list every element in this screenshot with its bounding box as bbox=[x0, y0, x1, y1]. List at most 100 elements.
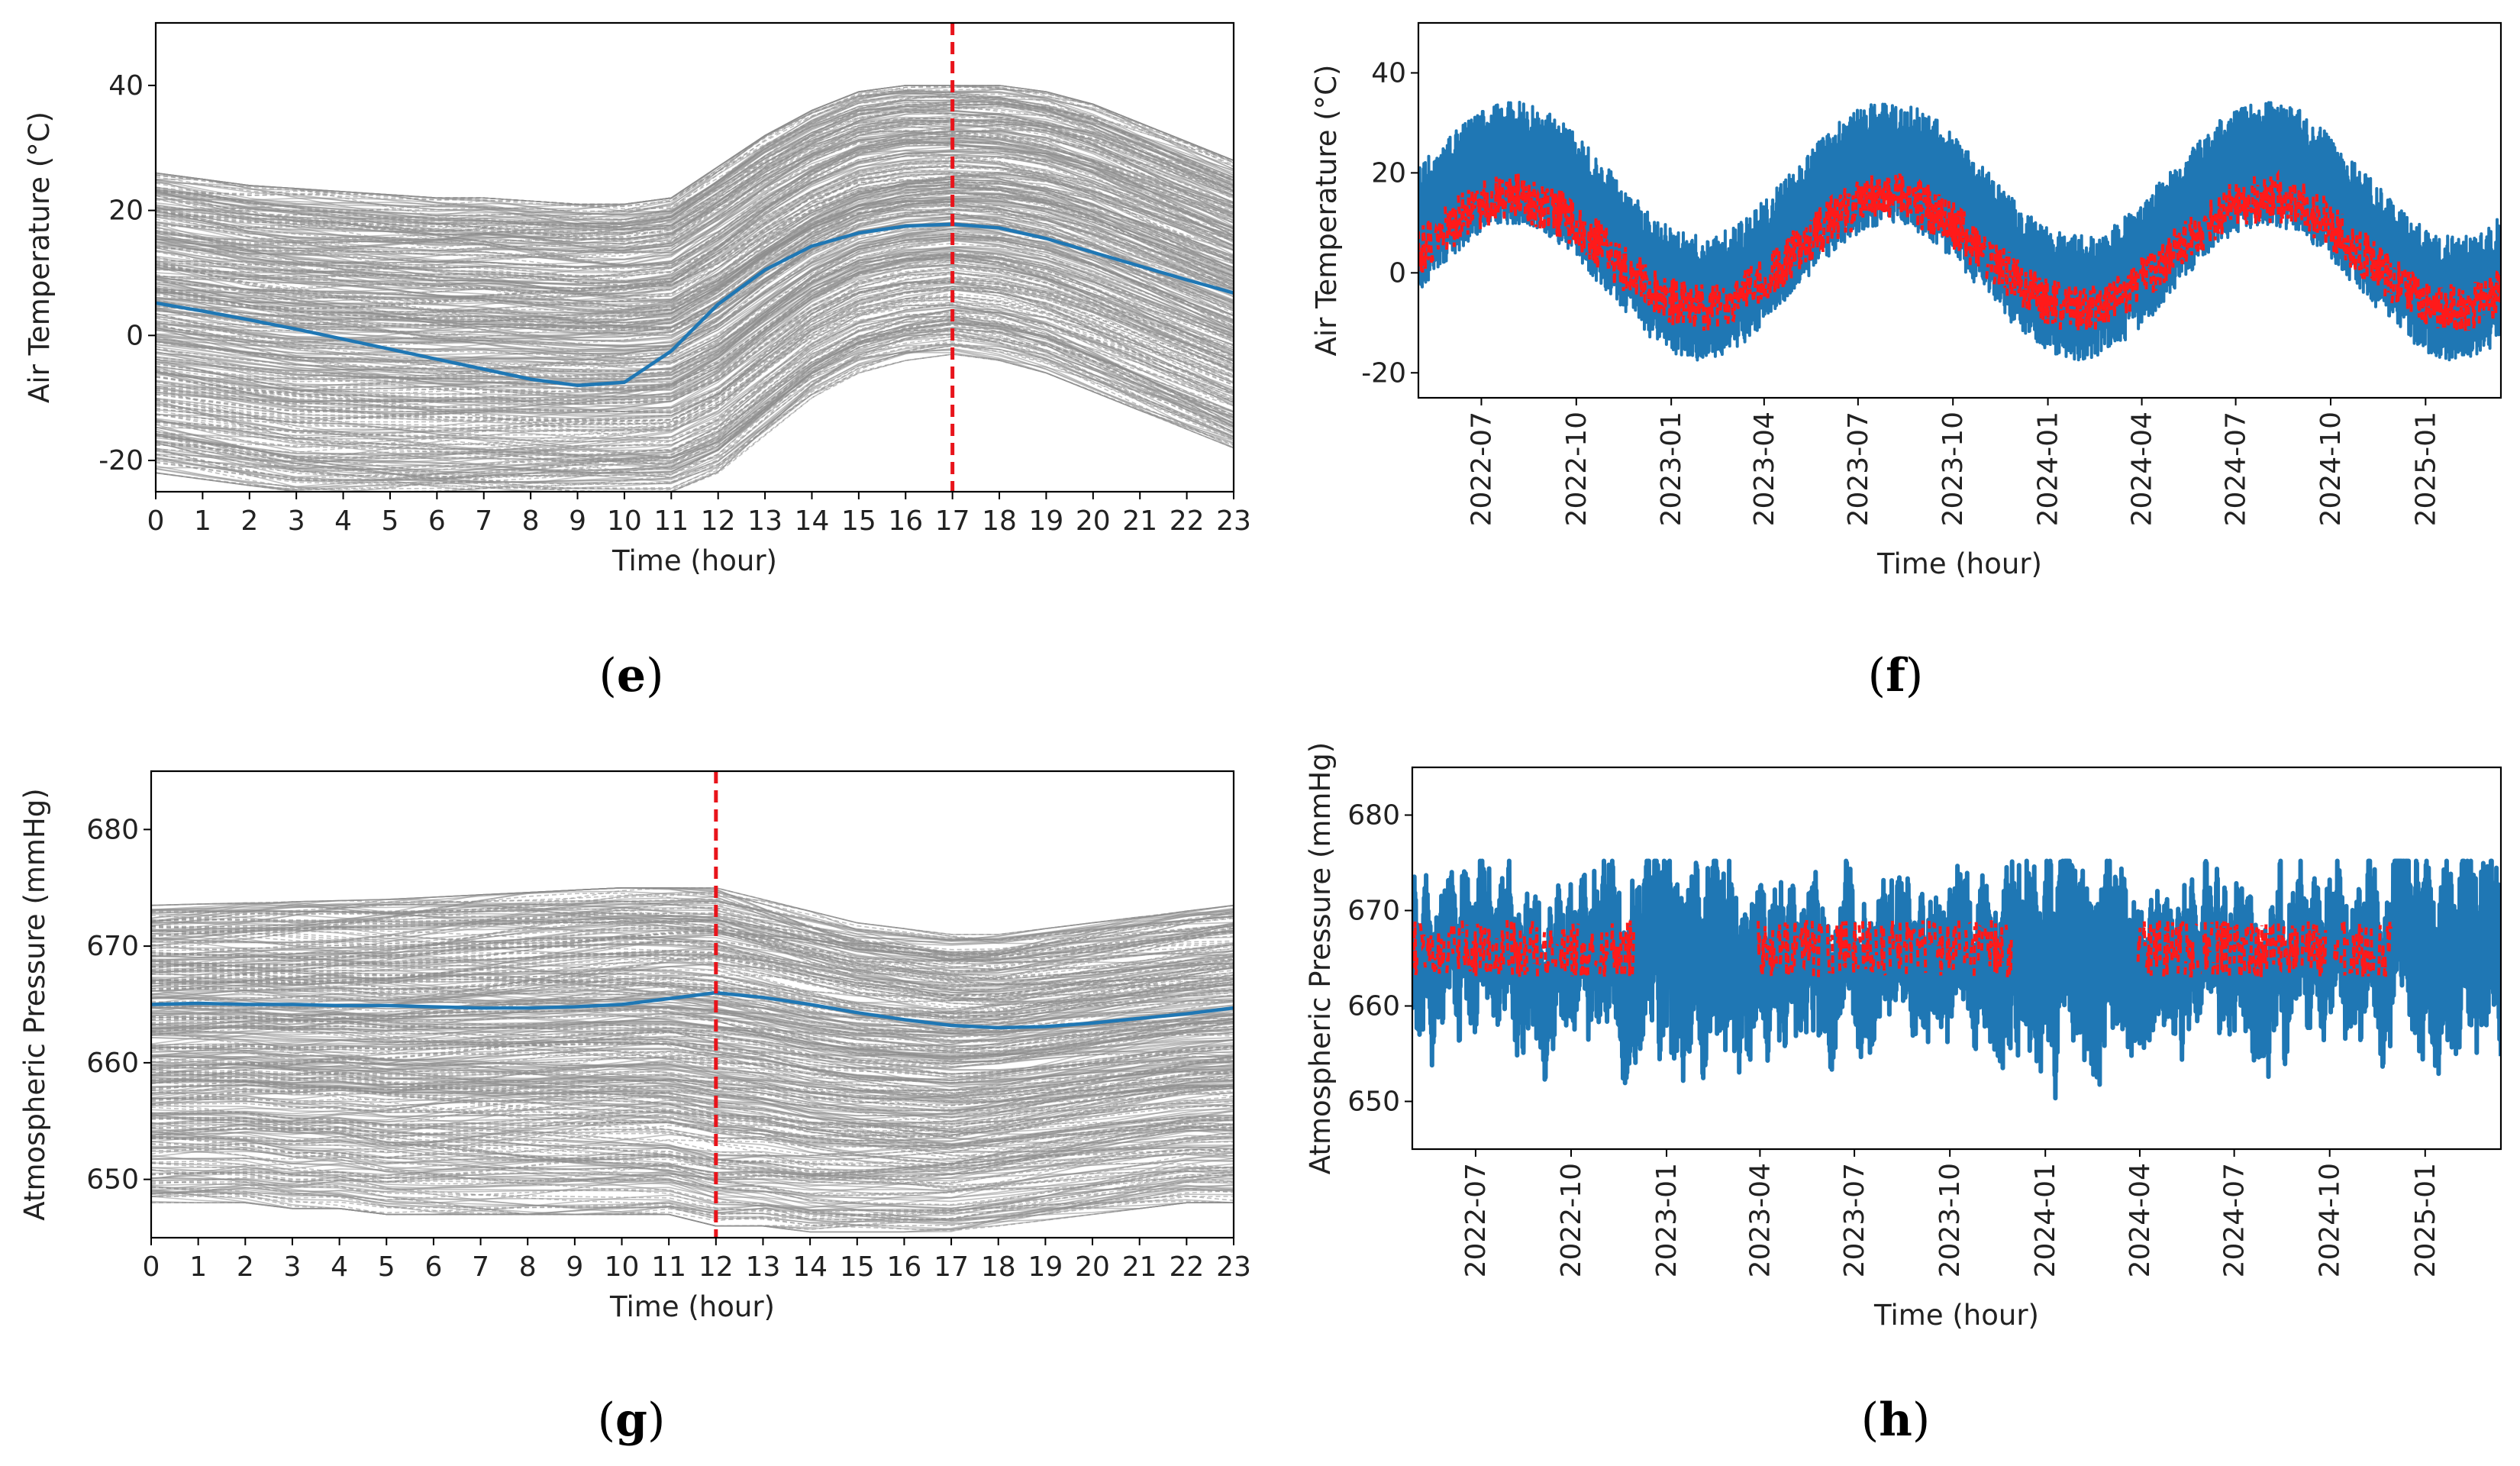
daily-curve bbox=[156, 99, 1234, 249]
daily-curve bbox=[156, 181, 1234, 303]
daily-curve bbox=[151, 1041, 1234, 1075]
x-tick-label-f: 2024-04 bbox=[2127, 412, 2158, 526]
daily-curve bbox=[156, 342, 1234, 482]
daily-curve bbox=[156, 266, 1234, 404]
daily-curve bbox=[156, 161, 1234, 286]
daily-curve bbox=[151, 931, 1234, 964]
daily-curve bbox=[156, 124, 1234, 252]
daily-curve bbox=[151, 1180, 1234, 1216]
daily-curve bbox=[156, 192, 1234, 318]
daily-curve bbox=[156, 208, 1234, 366]
daily-curve bbox=[156, 103, 1234, 237]
daily-curve bbox=[151, 1026, 1234, 1061]
daily-curve bbox=[151, 937, 1234, 1010]
daily-curve bbox=[156, 156, 1234, 254]
panel-label-e: (e) bbox=[599, 649, 663, 702]
daily-curve bbox=[151, 983, 1234, 1049]
daily-curve bbox=[151, 1180, 1234, 1222]
daily-curve bbox=[156, 253, 1234, 396]
daily-curve bbox=[156, 289, 1234, 429]
daily-curve bbox=[156, 338, 1234, 484]
daily-curve bbox=[151, 1016, 1234, 1069]
daily-curve bbox=[151, 1167, 1234, 1192]
x-tick-label-g: 17 bbox=[934, 1251, 969, 1283]
daily-curve bbox=[151, 1108, 1234, 1165]
daily-curve bbox=[156, 344, 1234, 483]
y-tick-label-h: 670 bbox=[1347, 896, 1400, 927]
daily-curve bbox=[156, 89, 1234, 247]
x-tick-label-g: 3 bbox=[284, 1251, 302, 1283]
daily-curve bbox=[151, 1054, 1234, 1120]
panel-h-pressure-timeseries: 650 660 670 680 Atmospheric Pressure (mmHg) 2… bbox=[1304, 742, 2502, 1447]
daily-curve bbox=[151, 1137, 1234, 1182]
daily-curve bbox=[156, 328, 1234, 490]
daily-curve bbox=[156, 204, 1234, 327]
daily-curve bbox=[156, 227, 1234, 379]
x-tick-label-e: 8 bbox=[522, 505, 540, 537]
daily-curve bbox=[151, 1111, 1234, 1161]
daily-curve bbox=[151, 1016, 1234, 1046]
x-tick-label-e: 12 bbox=[701, 505, 736, 537]
x-tick-label-e: 3 bbox=[288, 505, 305, 537]
panel-letter-e: e bbox=[617, 649, 646, 702]
x-tick-label-f: 2024-01 bbox=[2033, 412, 2064, 526]
daily-curve bbox=[156, 135, 1234, 264]
daily-curve bbox=[151, 962, 1234, 1004]
daily-curve bbox=[156, 200, 1234, 335]
y-tick-label-g: 680 bbox=[86, 814, 139, 845]
daily-curve bbox=[156, 166, 1234, 277]
daily-curve bbox=[151, 1121, 1234, 1164]
x-tick-label-h: 2022-10 bbox=[1556, 1163, 1587, 1277]
daily-curve bbox=[151, 1071, 1234, 1106]
x-axis-label-g: Time (hour) bbox=[609, 1290, 775, 1323]
x-tick-label-h: 2022-07 bbox=[1460, 1163, 1492, 1277]
daily-curve bbox=[151, 982, 1234, 1025]
daily-curve bbox=[156, 286, 1234, 432]
x-tick-label-f: 2022-10 bbox=[1561, 412, 1592, 526]
daily-curve bbox=[151, 902, 1234, 945]
daily-curve bbox=[156, 324, 1234, 481]
x-tick-label-e: 5 bbox=[382, 505, 399, 537]
daily-curve bbox=[151, 919, 1234, 957]
daily-curve bbox=[156, 331, 1234, 489]
daily-curve bbox=[151, 926, 1234, 980]
daily-curve bbox=[151, 927, 1234, 971]
y-tick-label-h: 650 bbox=[1347, 1087, 1400, 1118]
daily-curve bbox=[156, 289, 1234, 456]
y-tick-label-e: 40 bbox=[108, 70, 144, 102]
daily-curve bbox=[156, 281, 1234, 394]
daily-curve bbox=[151, 1178, 1234, 1212]
daily-curve bbox=[151, 1103, 1234, 1136]
daily-curve bbox=[156, 280, 1234, 412]
daily-curve bbox=[156, 92, 1234, 232]
x-tick-label-g: 6 bbox=[424, 1251, 442, 1283]
daily-curve bbox=[156, 213, 1234, 375]
axes-frame-g bbox=[150, 770, 1235, 1239]
daily-curve bbox=[156, 281, 1234, 434]
daily-curve bbox=[151, 1042, 1234, 1071]
daily-curve bbox=[156, 265, 1234, 380]
x-tick-label-e: 11 bbox=[653, 505, 689, 537]
x-tick-label-g: 16 bbox=[887, 1251, 922, 1283]
x-tick-label-h: 2025-01 bbox=[2410, 1163, 2441, 1277]
daily-curve bbox=[156, 320, 1234, 492]
daily-curve bbox=[156, 280, 1234, 421]
x-axis-label-h: Time (hour) bbox=[1873, 1299, 2039, 1332]
axes-frame-e bbox=[154, 21, 1235, 493]
daily-curve bbox=[156, 266, 1234, 415]
y-tick-label-e: 0 bbox=[126, 320, 144, 351]
daily-curve bbox=[156, 113, 1234, 226]
daily-curve bbox=[156, 273, 1234, 412]
daily-curve bbox=[156, 105, 1234, 218]
daily-curve bbox=[156, 321, 1234, 462]
daily-curve bbox=[151, 901, 1234, 969]
daily-curve bbox=[151, 1124, 1234, 1171]
daily-curve bbox=[156, 198, 1234, 324]
daily-curve bbox=[156, 312, 1234, 467]
daily-curve bbox=[151, 964, 1234, 1019]
daily-curve bbox=[156, 221, 1234, 328]
x-tick-label-f: 2023-04 bbox=[1749, 412, 1780, 526]
daily-curve bbox=[151, 954, 1234, 993]
daily-curve bbox=[151, 900, 1234, 941]
daily-curve bbox=[156, 264, 1234, 413]
